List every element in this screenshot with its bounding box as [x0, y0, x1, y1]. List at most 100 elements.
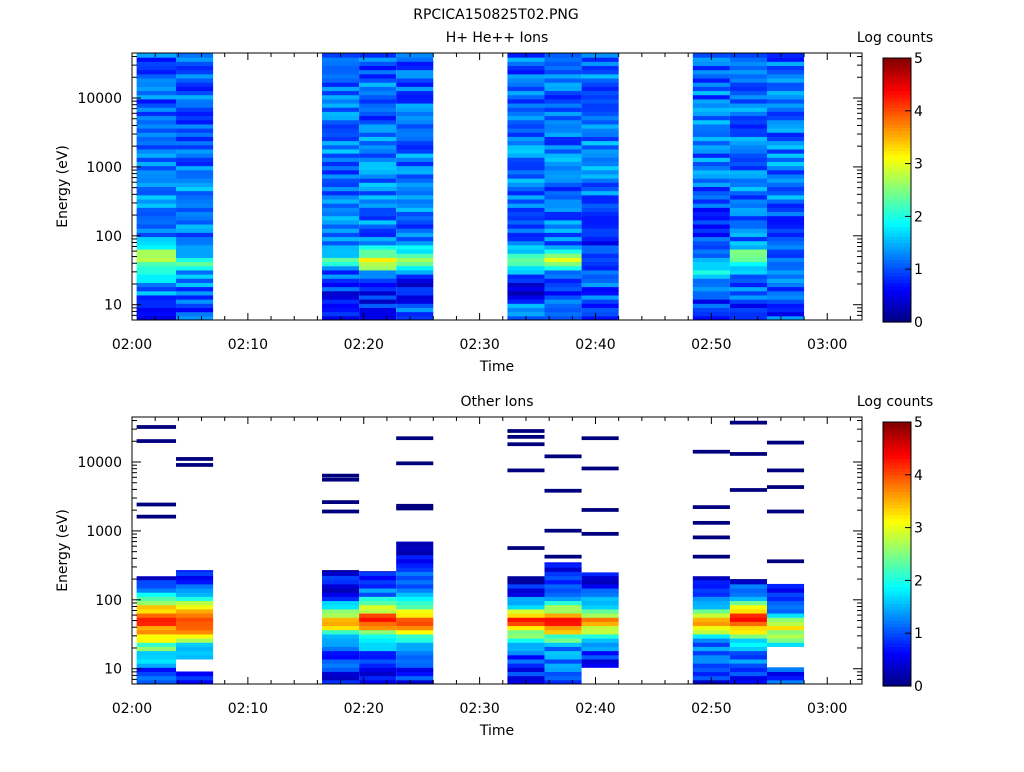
heatmap-cell — [544, 249, 582, 254]
heatmap-cell — [692, 136, 730, 142]
heatmap-cell — [136, 290, 177, 296]
data-column — [729, 420, 767, 685]
heatmap-cell — [136, 136, 177, 142]
heatmap-cell — [544, 86, 582, 92]
colorbar-segment — [883, 550, 911, 555]
heatmap-cell — [176, 219, 214, 225]
heatmap-cell — [581, 186, 619, 192]
heatmap-cell — [396, 132, 434, 137]
heatmap-cell — [692, 140, 730, 146]
heatmap-cell — [396, 563, 434, 568]
heatmap-cell — [581, 215, 619, 221]
heatmap-cell — [176, 61, 214, 67]
colorbar-segment — [883, 610, 911, 614]
colorbar-segment — [883, 507, 911, 512]
heatmap-cell — [581, 65, 619, 71]
heatmap-cell — [176, 236, 214, 242]
heatmap-cell — [544, 290, 582, 296]
heatmap-cell — [396, 115, 434, 121]
sparse-count-line — [692, 554, 730, 559]
colorbar-segment — [883, 544, 911, 548]
heatmap-cell — [359, 86, 397, 92]
heatmap-cell — [507, 157, 545, 162]
heatmap-cell — [322, 303, 360, 308]
heatmap-cell — [322, 633, 360, 639]
heatmap-cell — [176, 307, 214, 313]
colorbar-segment — [883, 249, 911, 254]
heatmap-cell — [692, 286, 730, 292]
heatmap-cell — [507, 650, 545, 656]
heatmap-cell — [507, 232, 545, 238]
heatmap-cell — [322, 232, 360, 238]
heatmap-cell — [507, 219, 545, 225]
heatmap-cell — [176, 161, 214, 167]
heatmap-cell — [729, 148, 767, 154]
heatmap-cell — [176, 294, 214, 300]
heatmap-cell — [581, 604, 619, 610]
y-tick-label: 10 — [104, 298, 122, 314]
colorbar-segment — [883, 567, 911, 572]
heatmap-cell — [581, 592, 619, 597]
heatmap-cell — [136, 182, 177, 187]
heatmap-cell — [359, 123, 397, 129]
heatmap-cell — [766, 629, 805, 635]
heatmap-cell — [136, 621, 177, 627]
data-column — [692, 53, 730, 321]
colorbar-segment — [883, 577, 911, 581]
heatmap-cell — [581, 169, 619, 175]
heatmap-cell — [396, 136, 434, 142]
heatmap-cell — [507, 165, 545, 171]
heatmap-cell — [729, 257, 767, 263]
heatmap-cell — [136, 69, 177, 75]
sparse-count-line — [692, 535, 730, 540]
heatmap-cell — [766, 236, 805, 242]
y-tick-label: 10000 — [77, 455, 122, 471]
heatmap-cell — [544, 128, 582, 133]
heatmap-cell — [544, 269, 582, 275]
heatmap-cell — [692, 90, 730, 96]
heatmap-cell — [692, 82, 730, 87]
data-column — [359, 53, 397, 321]
colorbar-segment — [883, 497, 911, 502]
heatmap-cell — [766, 215, 805, 221]
heatmap-cell — [544, 608, 582, 614]
colorbar: 0 1 2 3 4 5 Log counts — [857, 30, 933, 331]
colorbar-segment — [883, 163, 911, 168]
colorbar-segment — [883, 583, 911, 588]
heatmap-cell — [359, 165, 397, 171]
heatmap-cell — [544, 253, 582, 258]
heatmap-cell — [136, 173, 177, 179]
colorbar-segment — [883, 190, 911, 194]
heatmap-cell — [766, 119, 805, 125]
heatmap-cell — [581, 103, 619, 108]
sparse-count-line — [729, 488, 767, 492]
axes-frame — [131, 52, 863, 321]
heatmap-cell — [176, 78, 214, 83]
heatmap-cell — [359, 290, 397, 296]
heatmap-cell — [729, 290, 767, 296]
heatmap-cell — [136, 282, 177, 288]
colorbar-segment — [883, 428, 911, 433]
heatmap-cell — [359, 253, 397, 258]
heatmap-cell — [322, 107, 360, 112]
colorbar-segment — [883, 120, 911, 125]
colorbar-segment — [883, 537, 911, 542]
heatmap-cell — [544, 563, 582, 568]
heatmap-cell — [729, 203, 767, 208]
heatmap-cell — [692, 592, 730, 597]
heatmap-cell — [322, 236, 360, 242]
heatmap-cell — [766, 269, 805, 275]
heatmap-cell — [359, 211, 397, 217]
heatmap-cell — [766, 282, 805, 288]
colorbar-segment — [883, 279, 911, 283]
heatmap-cell — [544, 69, 582, 75]
heatmap-cell — [322, 194, 360, 200]
heatmap-cell — [729, 132, 767, 137]
heatmap-cell — [544, 604, 582, 610]
heatmap-cell — [359, 679, 397, 685]
heatmap-cell — [766, 165, 805, 171]
heatmap-cell — [581, 144, 619, 150]
heatmap-cell — [322, 186, 360, 192]
colorbar-segment — [883, 570, 911, 575]
